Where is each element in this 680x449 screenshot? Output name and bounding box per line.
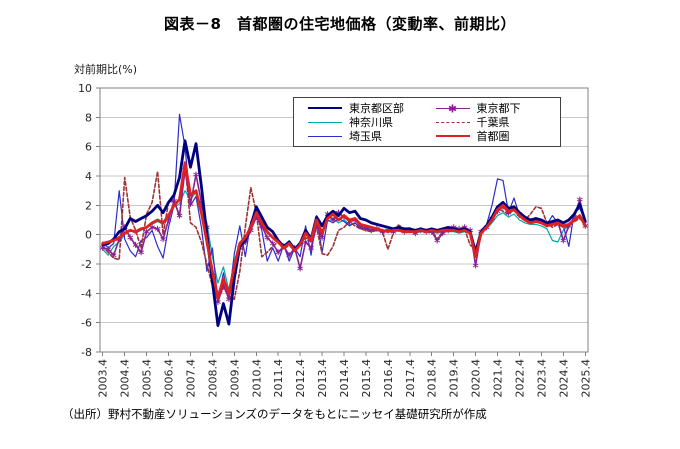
svg-text:2012.4: 2012.4	[294, 359, 307, 398]
svg-text:2025.4: 2025.4	[579, 359, 592, 398]
svg-text:4: 4	[85, 170, 92, 183]
svg-text:2011.4: 2011.4	[272, 359, 285, 398]
svg-text:10: 10	[78, 82, 92, 95]
legend-label: 神奈川県	[349, 115, 393, 129]
legend-item-chiba: 千葉県	[435, 115, 553, 129]
legend-item-tokyo-toka: ✱ 東京都下	[435, 101, 553, 115]
svg-text:2013.4: 2013.4	[316, 359, 329, 398]
legend-item-saitama: 埼玉県	[308, 129, 436, 143]
star-marker-icon: ✱	[447, 102, 458, 115]
svg-text:2003.4: 2003.4	[97, 359, 110, 398]
legend-label: 東京都下	[476, 101, 521, 115]
svg-text:2016.4: 2016.4	[382, 359, 395, 398]
svg-text:0: 0	[85, 229, 92, 242]
svg-text:2004.4: 2004.4	[119, 359, 132, 398]
svg-text:2019.4: 2019.4	[448, 359, 461, 398]
legend-line-sample	[435, 121, 470, 123]
legend-label: 埼玉県	[349, 129, 382, 143]
legend-label: 首都圏	[476, 129, 510, 143]
svg-text:-2: -2	[81, 258, 92, 271]
svg-text:2015.4: 2015.4	[360, 359, 373, 398]
legend-line-sample	[308, 135, 342, 137]
svg-text:2018.4: 2018.4	[426, 359, 439, 398]
svg-text:6: 6	[85, 141, 92, 154]
svg-text:2022.4: 2022.4	[514, 359, 527, 398]
svg-text:2: 2	[85, 199, 92, 212]
svg-text:2021.4: 2021.4	[492, 359, 505, 398]
svg-text:2007.4: 2007.4	[185, 359, 198, 398]
svg-text:2008.4: 2008.4	[206, 359, 219, 398]
svg-text:2009.4: 2009.4	[228, 359, 241, 398]
legend-item-kanagawa: 神奈川県	[308, 115, 436, 129]
source-note: （出所）野村不動産ソリューションズのデータをもとにニッセイ基礎研究所が作成	[62, 407, 487, 421]
svg-text:2020.4: 2020.4	[470, 359, 483, 398]
chart-legend: 東京都区部 神奈川県 埼玉県 ✱ 東京都下 千葉県 首都圏	[293, 97, 561, 147]
legend-item-tokyo-kubu: 東京都区部	[308, 101, 436, 115]
svg-text:8: 8	[85, 111, 92, 124]
svg-text:2014.4: 2014.4	[338, 359, 351, 398]
svg-text:-4: -4	[81, 287, 92, 300]
legend-line-sample	[308, 107, 342, 109]
svg-text:2005.4: 2005.4	[141, 359, 154, 398]
legend-label: 東京都区部	[349, 101, 404, 115]
legend-label: 千葉県	[476, 115, 510, 129]
svg-text:2017.4: 2017.4	[404, 359, 417, 398]
legend-line-sample: ✱	[435, 103, 470, 114]
svg-text:-6: -6	[81, 317, 92, 330]
chart-title: 図表－8 首都圏の住宅地価格（変動率、前期比）	[164, 15, 516, 33]
svg-text:2006.4: 2006.4	[163, 359, 176, 398]
legend-item-shutoken: 首都圏	[435, 129, 553, 143]
svg-text:2010.4: 2010.4	[250, 359, 263, 398]
legend-line-sample	[308, 121, 342, 123]
y-axis-title: 対前期比(%)	[74, 63, 138, 76]
svg-text:2023.4: 2023.4	[535, 359, 548, 398]
legend-line-sample	[435, 135, 470, 137]
svg-text:2024.4: 2024.4	[557, 359, 570, 398]
svg-text:-8: -8	[81, 346, 92, 359]
